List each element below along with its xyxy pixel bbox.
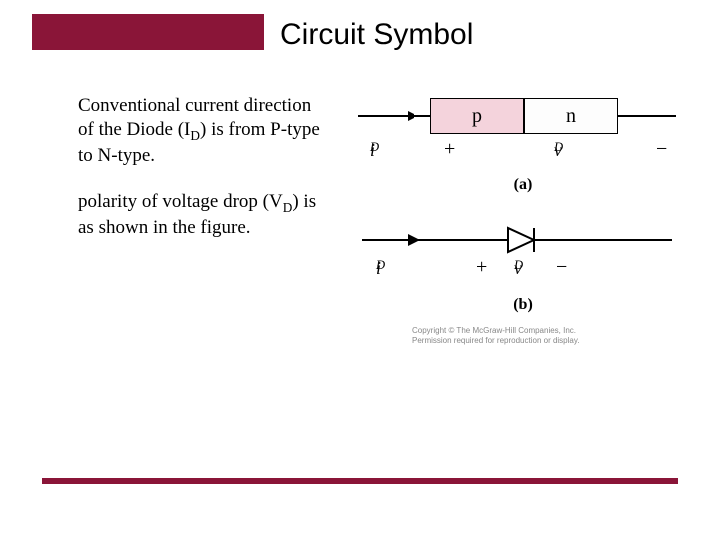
figure-b: iD + vD − (b) [358, 220, 688, 314]
copyright-line1: Copyright © The McGraw-Hill Companies, I… [412, 326, 579, 336]
arrow-left-a [358, 106, 414, 126]
figure-a: p n iD + vD − (a) [358, 92, 688, 194]
p1-subscript: D [190, 128, 200, 143]
footer-accent-bar [42, 478, 678, 484]
copyright-line2: Permission required for reproduction or … [412, 336, 579, 346]
labels-row-b: iD + vD − [358, 260, 688, 294]
diode-symbol-row [358, 220, 688, 260]
header-accent-bar [32, 14, 264, 50]
p-label: p [472, 105, 482, 128]
p-region: p [430, 98, 524, 134]
plus-b: + [476, 256, 487, 279]
pn-junction-row: p n [358, 92, 688, 140]
diode-svg [358, 220, 678, 260]
copyright-text: Copyright © The McGraw-Hill Companies, I… [412, 326, 579, 345]
labels-row-a: iD + vD − [358, 140, 688, 174]
plus-a: + [444, 138, 455, 161]
slide-title: Circuit Symbol [280, 18, 473, 52]
p2-text-a: polarity of voltage drop (V [78, 191, 283, 212]
n-label: n [566, 105, 576, 128]
minus-a: − [656, 138, 667, 161]
caption-a: (a) [358, 176, 688, 194]
body-text: Conventional current direction of the Di… [78, 94, 328, 262]
n-region: n [524, 98, 618, 134]
p2-subscript: D [283, 200, 293, 215]
caption-b: (b) [358, 296, 688, 314]
paragraph-2: polarity of voltage drop (VD) is as show… [78, 190, 328, 240]
paragraph-1: Conventional current direction of the Di… [78, 94, 328, 168]
figure-area: p n iD + vD − (a) [358, 92, 688, 314]
minus-b: − [556, 256, 567, 279]
